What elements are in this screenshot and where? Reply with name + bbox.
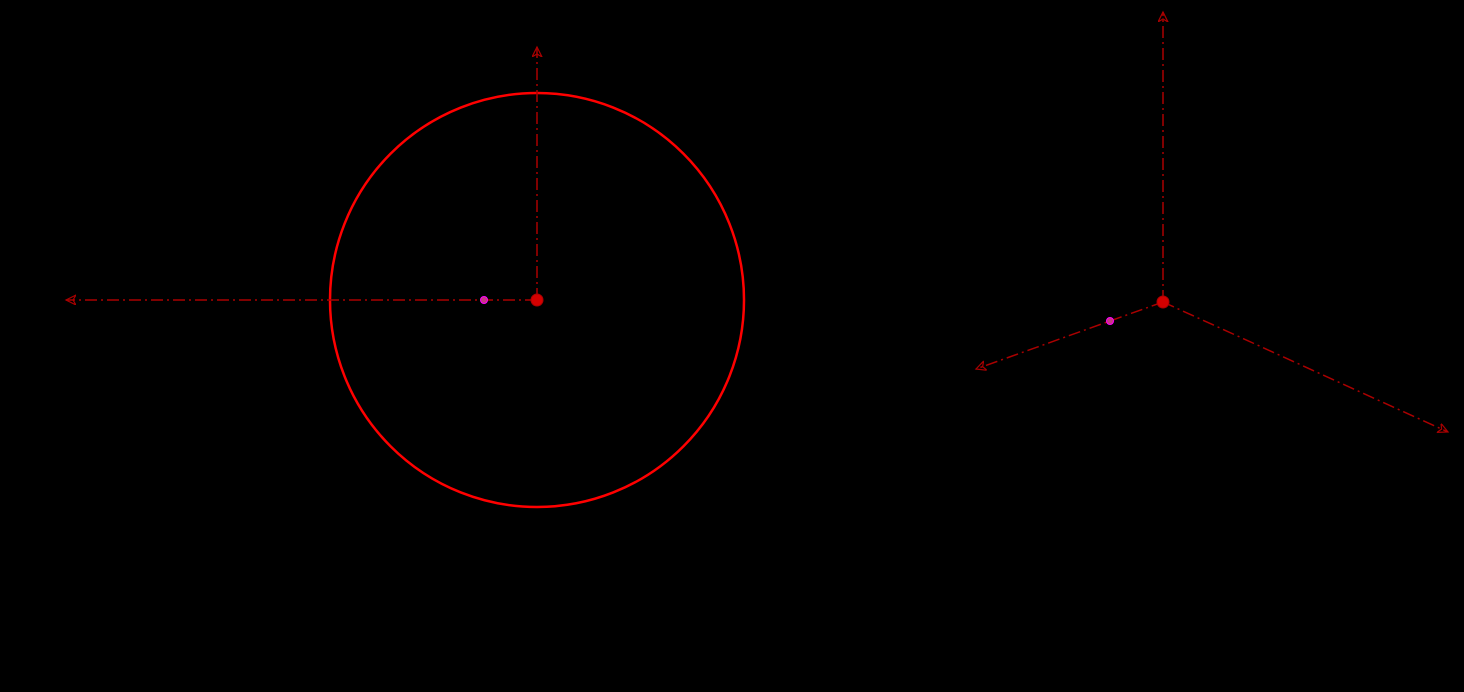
right-right-axis (1163, 302, 1448, 432)
left-origin-point (531, 294, 543, 306)
diagram-canvas (0, 0, 1464, 692)
right-left-axis (976, 302, 1163, 369)
right-3d-diagram (976, 12, 1448, 432)
right-secondary-point (1107, 318, 1114, 325)
left-secondary-point (481, 297, 488, 304)
left-2d-diagram (66, 47, 744, 507)
right-origin-point (1157, 296, 1169, 308)
